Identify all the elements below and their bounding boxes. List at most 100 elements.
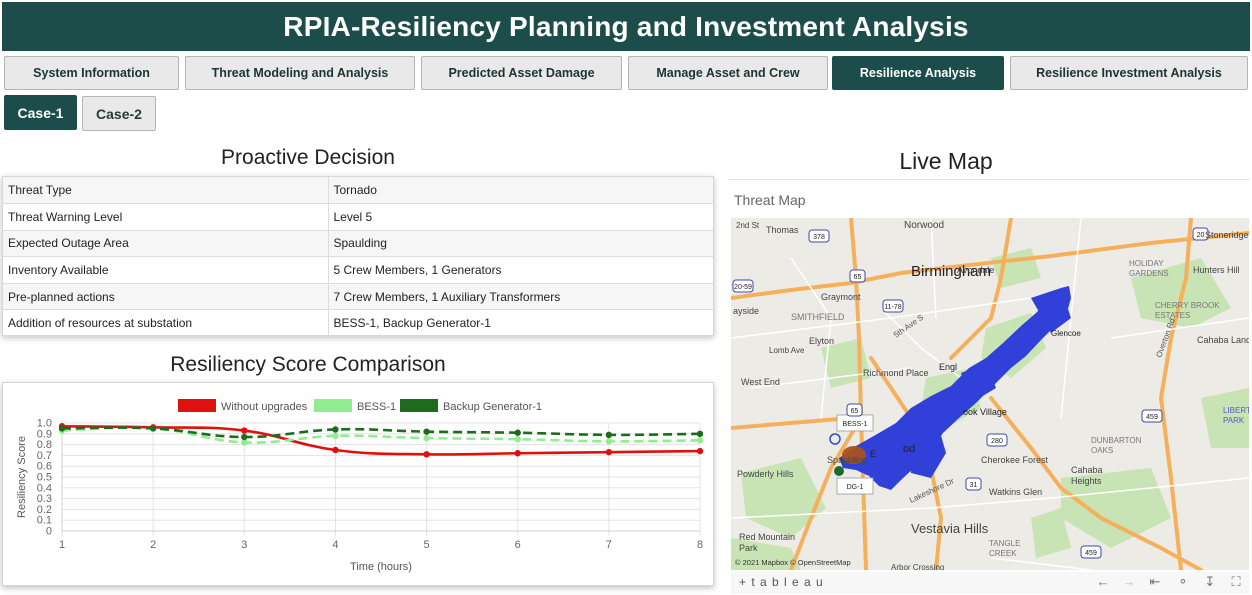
route-shield: 31 bbox=[965, 477, 982, 491]
threat-map[interactable]: BESS-1 DG-1 378 65 11-78 20-59 65 280 31 459 20 4… bbox=[731, 218, 1249, 570]
bess-callout[interactable]: BESS-1 bbox=[836, 414, 874, 432]
tab-threat-modeling[interactable]: Threat Modeling and Analysis bbox=[185, 56, 415, 90]
y-tick-label: 0.6 bbox=[37, 461, 52, 473]
place-label: DUNBARTON OAKS bbox=[1091, 436, 1142, 455]
route-shield: 20-59 bbox=[732, 279, 754, 293]
tab-manage-asset-crew[interactable]: Manage Asset and Crew bbox=[628, 56, 828, 90]
data-point[interactable] bbox=[149, 425, 157, 432]
data-point[interactable] bbox=[241, 433, 248, 441]
place-label: Overton Rd bbox=[1154, 317, 1176, 359]
dg-location-icon[interactable] bbox=[834, 466, 844, 476]
data-point[interactable] bbox=[696, 437, 704, 444]
undo-icon[interactable]: ← bbox=[1096, 574, 1110, 589]
row-value: 5 Crew Members, 1 Generators bbox=[328, 256, 713, 284]
table-row: Inventory Available 5 Crew Members, 1 Gen… bbox=[3, 256, 713, 284]
chart-legend: Without upgrades BESS-1 Backup Generator-1 bbox=[178, 399, 542, 413]
app-header: RPIA-Resiliency Planning and Investment … bbox=[2, 2, 1250, 51]
tab-resilience-analysis[interactable]: Resilience Analysis bbox=[832, 56, 1004, 90]
place-label: CHERRY BROOK ESTATES bbox=[1155, 301, 1220, 320]
proactive-decision-table: Threat Type Tornado Threat Warning Level L… bbox=[2, 176, 714, 338]
place-label: SMITHFIELD bbox=[791, 312, 845, 322]
tab-label: System Information bbox=[33, 66, 150, 80]
tab-label: Threat Modeling and Analysis bbox=[211, 66, 389, 80]
data-point[interactable] bbox=[696, 430, 704, 437]
data-point[interactable] bbox=[605, 448, 613, 456]
y-tick-label: 0.1 bbox=[37, 515, 52, 527]
redo-icon[interactable]: → bbox=[1122, 574, 1136, 589]
app-title: RPIA-Resiliency Planning and Investment … bbox=[283, 10, 969, 42]
series-line bbox=[61, 426, 701, 439]
legend-item[interactable]: Without upgrades bbox=[178, 399, 308, 413]
dg-callout[interactable]: DG-1 bbox=[836, 477, 874, 495]
x-tick-label: 6 bbox=[515, 539, 521, 551]
data-point[interactable] bbox=[332, 426, 339, 433]
share-icon[interactable]: ⚬ bbox=[1177, 574, 1189, 589]
tableau-toolbar: + t a b l e a u ← → ⇤ ⚬ ↧ ⛶ bbox=[731, 572, 1249, 594]
case-label: Case-1 bbox=[17, 104, 64, 121]
table-row: Threat Type Tornado bbox=[3, 177, 713, 205]
x-tick-label: 8 bbox=[697, 539, 703, 551]
table-row: Pre-planned actions 7 Crew Members, 1 Aux… bbox=[3, 283, 713, 311]
place-label: Lomb Ave bbox=[769, 346, 805, 355]
data-point[interactable] bbox=[514, 436, 521, 443]
data-point[interactable] bbox=[241, 439, 248, 446]
place-label: Graymont bbox=[821, 292, 861, 302]
data-point[interactable] bbox=[332, 432, 339, 440]
series-0 bbox=[58, 423, 704, 458]
data-point[interactable] bbox=[514, 429, 521, 436]
data-point[interactable] bbox=[605, 438, 613, 445]
route-shield: 280 bbox=[986, 433, 1008, 447]
row-value: 7 Crew Members, 1 Auxiliary Transformers bbox=[328, 283, 713, 311]
x-tick-label: 1 bbox=[59, 539, 65, 551]
data-point[interactable] bbox=[423, 428, 430, 435]
tab-resilience-investment[interactable]: Resilience Investment Analysis bbox=[1010, 56, 1248, 90]
tab-case-1[interactable]: Case-1 bbox=[4, 95, 77, 130]
place-label: TANGLE CREEK bbox=[989, 539, 1020, 558]
bess-location-icon[interactable] bbox=[829, 433, 841, 445]
y-tick-label: 0.7 bbox=[37, 450, 52, 462]
fullscreen-icon[interactable]: ⛶ bbox=[1231, 574, 1241, 589]
tab-case-2[interactable]: Case-2 bbox=[82, 96, 156, 131]
threat-map-panel: Threat Map bbox=[729, 179, 1250, 594]
legend-swatch bbox=[178, 399, 216, 412]
y-tick-label: 0.9 bbox=[37, 428, 52, 440]
route-shield-label: 20-59 bbox=[734, 284, 752, 291]
data-point[interactable] bbox=[332, 446, 339, 454]
place-label: Birmingham bbox=[911, 263, 991, 280]
resiliency-chart-svg: 00.10.20.30.40.50.60.70.80.91.0 1 2 3 4 5 6 7 8 T… bbox=[16, 399, 704, 573]
tab-system-information[interactable]: System Information bbox=[4, 56, 179, 90]
data-point[interactable] bbox=[423, 451, 430, 458]
data-point[interactable] bbox=[58, 425, 66, 432]
x-tick-label: 3 bbox=[241, 539, 247, 551]
y-axis-label: Resiliency Score bbox=[16, 436, 28, 518]
legend-swatch bbox=[400, 399, 438, 412]
map-canvas: BESS-1 DG-1 378 65 11-78 20-59 65 280 31 459 20 4… bbox=[731, 218, 1249, 570]
tornado-origin-marker[interactable] bbox=[842, 446, 866, 464]
data-point[interactable] bbox=[605, 431, 613, 439]
threat-map-label: Threat Map bbox=[734, 192, 806, 208]
series-line bbox=[61, 426, 701, 444]
case-label: Case-2 bbox=[96, 105, 142, 122]
tornado-threat-area bbox=[839, 286, 1071, 490]
tableau-logo[interactable]: + t a b l e a u bbox=[739, 575, 824, 589]
y-tick-label: 0 bbox=[46, 526, 52, 538]
data-point[interactable] bbox=[696, 447, 704, 455]
table-row: Threat Warning Level Level 5 bbox=[3, 203, 713, 231]
download-icon[interactable]: ↧ bbox=[1204, 574, 1216, 589]
data-point[interactable] bbox=[241, 427, 248, 434]
row-key: Pre-planned actions bbox=[3, 283, 329, 311]
y-tick-label: 0.3 bbox=[37, 493, 52, 505]
route-shield-label: 459 bbox=[1146, 414, 1158, 421]
legend-item[interactable]: Backup Generator-1 bbox=[400, 399, 542, 413]
route-shield: 459 bbox=[1141, 409, 1163, 423]
tab-predicted-asset-damage[interactable]: Predicted Asset Damage bbox=[421, 56, 622, 90]
data-point[interactable] bbox=[423, 434, 430, 442]
data-point[interactable] bbox=[514, 450, 521, 457]
route-shield: 20 bbox=[1192, 227, 1209, 241]
legend-item[interactable]: BESS-1 bbox=[314, 399, 396, 413]
series-line bbox=[61, 424, 701, 456]
revert-icon[interactable]: ⇤ bbox=[1149, 574, 1161, 589]
place-label: Spaulding bbox=[827, 455, 867, 465]
x-tick-label: 4 bbox=[332, 539, 338, 551]
route-shield-label: 65 bbox=[851, 408, 859, 415]
